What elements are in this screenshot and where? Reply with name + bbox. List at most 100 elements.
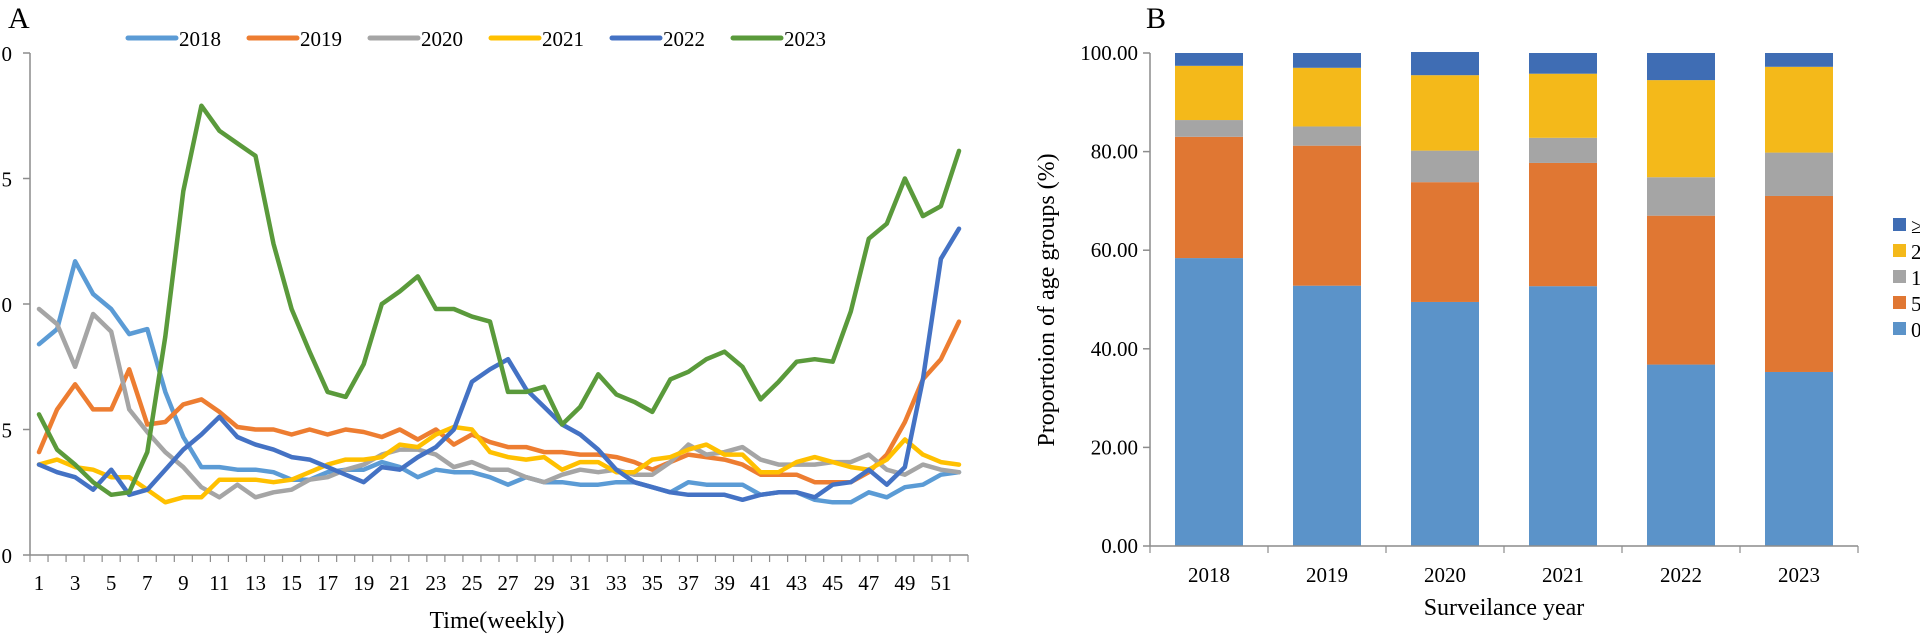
y-tick-label: 80.00 bbox=[1091, 140, 1138, 164]
bar-segment-2021-5 bbox=[1529, 162, 1597, 287]
x-tick-label: 33 bbox=[606, 571, 627, 595]
y-tick-label: 0 bbox=[2, 293, 13, 317]
line-chart-legend: 2018 2019 2020 2021 2022 2023 bbox=[125, 27, 826, 51]
bar-segment-2022-≥ bbox=[1647, 53, 1715, 81]
panel-a-label: A bbox=[8, 2, 30, 35]
bar-segment-2023-≥ bbox=[1765, 53, 1833, 67]
bar-segment-2021-≥ bbox=[1529, 53, 1597, 74]
panel-b-label: B bbox=[1146, 2, 1166, 35]
y-tick-label: 40.00 bbox=[1091, 337, 1138, 361]
x-tick-label: 2022 bbox=[1660, 563, 1702, 587]
bar-segment-2019-5 bbox=[1293, 145, 1361, 286]
x-tick-label: 2021 bbox=[1542, 563, 1584, 587]
x-tick-label: 17 bbox=[317, 571, 338, 595]
series-line-2019 bbox=[36, 319, 962, 485]
series-line-2018 bbox=[36, 259, 962, 505]
y-tick-label: 5 bbox=[2, 168, 13, 192]
legend-label-2021: 2021 bbox=[542, 27, 584, 51]
y-tick-label: 0 bbox=[2, 42, 13, 66]
legend-label-2022: 2022 bbox=[663, 27, 705, 51]
bar-segment-2023-2 bbox=[1765, 66, 1833, 153]
x-tick-label: 45 bbox=[822, 571, 843, 595]
x-tick-label: 2023 bbox=[1778, 563, 1820, 587]
bar-segment-2023-0 bbox=[1765, 371, 1833, 546]
x-tick-label: 1 bbox=[34, 571, 45, 595]
bar-segment-2020-0 bbox=[1411, 301, 1479, 546]
bar-segment-2019-≥ bbox=[1293, 53, 1361, 68]
bar-segment-2018-≥ bbox=[1175, 53, 1243, 66]
x-tick-label: 49 bbox=[894, 571, 915, 595]
legend-label-0: ≥ bbox=[1911, 214, 1920, 238]
bar-segment-2020-5 bbox=[1411, 182, 1479, 302]
bar-segment-2018-5 bbox=[1175, 136, 1243, 259]
line-chart-x-axis-title: Time(weekly) bbox=[429, 608, 564, 634]
x-tick-label: 43 bbox=[786, 571, 807, 595]
x-tick-label: 2018 bbox=[1188, 563, 1230, 587]
bar-chart-y-axis-title: Proportoion of age groups (%) bbox=[1034, 153, 1060, 446]
bar-segment-2022-2 bbox=[1647, 80, 1715, 178]
x-tick-label: 21 bbox=[389, 571, 410, 595]
bar-segment-2018-1 bbox=[1175, 120, 1243, 137]
y-tick-label: 0 bbox=[2, 544, 13, 568]
legend-swatch-1 bbox=[1893, 244, 1906, 257]
legend-label-2018: 2018 bbox=[179, 27, 221, 51]
bar-segment-2019-0 bbox=[1293, 285, 1361, 546]
x-tick-label: 9 bbox=[178, 571, 189, 595]
legend-label-2020: 2020 bbox=[421, 27, 463, 51]
x-tick-label: 25 bbox=[461, 571, 482, 595]
series-line-2020 bbox=[36, 306, 962, 500]
series-line-2023 bbox=[36, 103, 962, 498]
x-tick-label: 35 bbox=[642, 571, 663, 595]
x-tick-label: 15 bbox=[281, 571, 302, 595]
x-tick-label: 2020 bbox=[1424, 563, 1466, 587]
x-tick-label: 2019 bbox=[1306, 563, 1348, 587]
bar-segment-2018-2 bbox=[1175, 65, 1243, 121]
y-tick-label: 0.00 bbox=[1101, 534, 1138, 558]
x-tick-label: 11 bbox=[209, 571, 229, 595]
series-line-2021 bbox=[36, 424, 962, 505]
legend-swatch-2 bbox=[1893, 270, 1906, 283]
y-tick-label: 20.00 bbox=[1091, 435, 1138, 459]
x-tick-label: 13 bbox=[245, 571, 266, 595]
x-tick-label: 5 bbox=[106, 571, 117, 595]
legend-label-2: 1 bbox=[1911, 266, 1920, 290]
bar-segment-2023-5 bbox=[1765, 195, 1833, 372]
bar-segment-2019-2 bbox=[1293, 67, 1361, 127]
legend-label-2019: 2019 bbox=[300, 27, 342, 51]
legend-swatch-3 bbox=[1893, 296, 1906, 309]
x-tick-label: 27 bbox=[498, 571, 519, 595]
x-tick-label: 31 bbox=[570, 571, 591, 595]
bar-segment-2019-1 bbox=[1293, 126, 1361, 146]
y-tick-label: 60.00 bbox=[1091, 238, 1138, 262]
legend-swatch-0 bbox=[1893, 218, 1906, 231]
legend-label-1: 2 bbox=[1911, 240, 1920, 264]
bar-chart-x-axis-title: Surveilance year bbox=[1424, 595, 1585, 621]
legend-label-3: 5 bbox=[1911, 292, 1920, 316]
x-tick-label: 7 bbox=[142, 571, 153, 595]
line-chart-series bbox=[36, 103, 962, 505]
bar-segment-2022-5 bbox=[1647, 215, 1715, 365]
x-tick-label: 29 bbox=[534, 571, 555, 595]
legend-label-2023: 2023 bbox=[784, 27, 826, 51]
x-tick-label: 3 bbox=[70, 571, 81, 595]
bar-segment-2020-1 bbox=[1411, 150, 1479, 183]
bar-segment-2021-0 bbox=[1529, 286, 1597, 546]
bar-segment-2020-2 bbox=[1411, 75, 1479, 151]
y-tick-label: 100.00 bbox=[1080, 41, 1138, 65]
x-tick-label: 47 bbox=[858, 571, 879, 595]
x-tick-label: 23 bbox=[425, 571, 446, 595]
bar-chart-bars bbox=[1175, 52, 1833, 546]
bar-segment-2021-2 bbox=[1529, 73, 1597, 138]
bar-segment-2022-0 bbox=[1647, 364, 1715, 546]
x-tick-label: 51 bbox=[930, 571, 951, 595]
bar-segment-2021-1 bbox=[1529, 137, 1597, 163]
x-tick-label: 19 bbox=[353, 571, 374, 595]
bar-segment-2020-≥ bbox=[1411, 52, 1479, 76]
bar-chart-axes: 2018 2019 2020 2021 2022 2023 0.00 20.00 40.00 60… bbox=[1080, 41, 1859, 587]
bar-segment-2018-0 bbox=[1175, 258, 1243, 546]
x-tick-label: 41 bbox=[750, 571, 771, 595]
legend-label-4: 0 bbox=[1911, 318, 1920, 342]
